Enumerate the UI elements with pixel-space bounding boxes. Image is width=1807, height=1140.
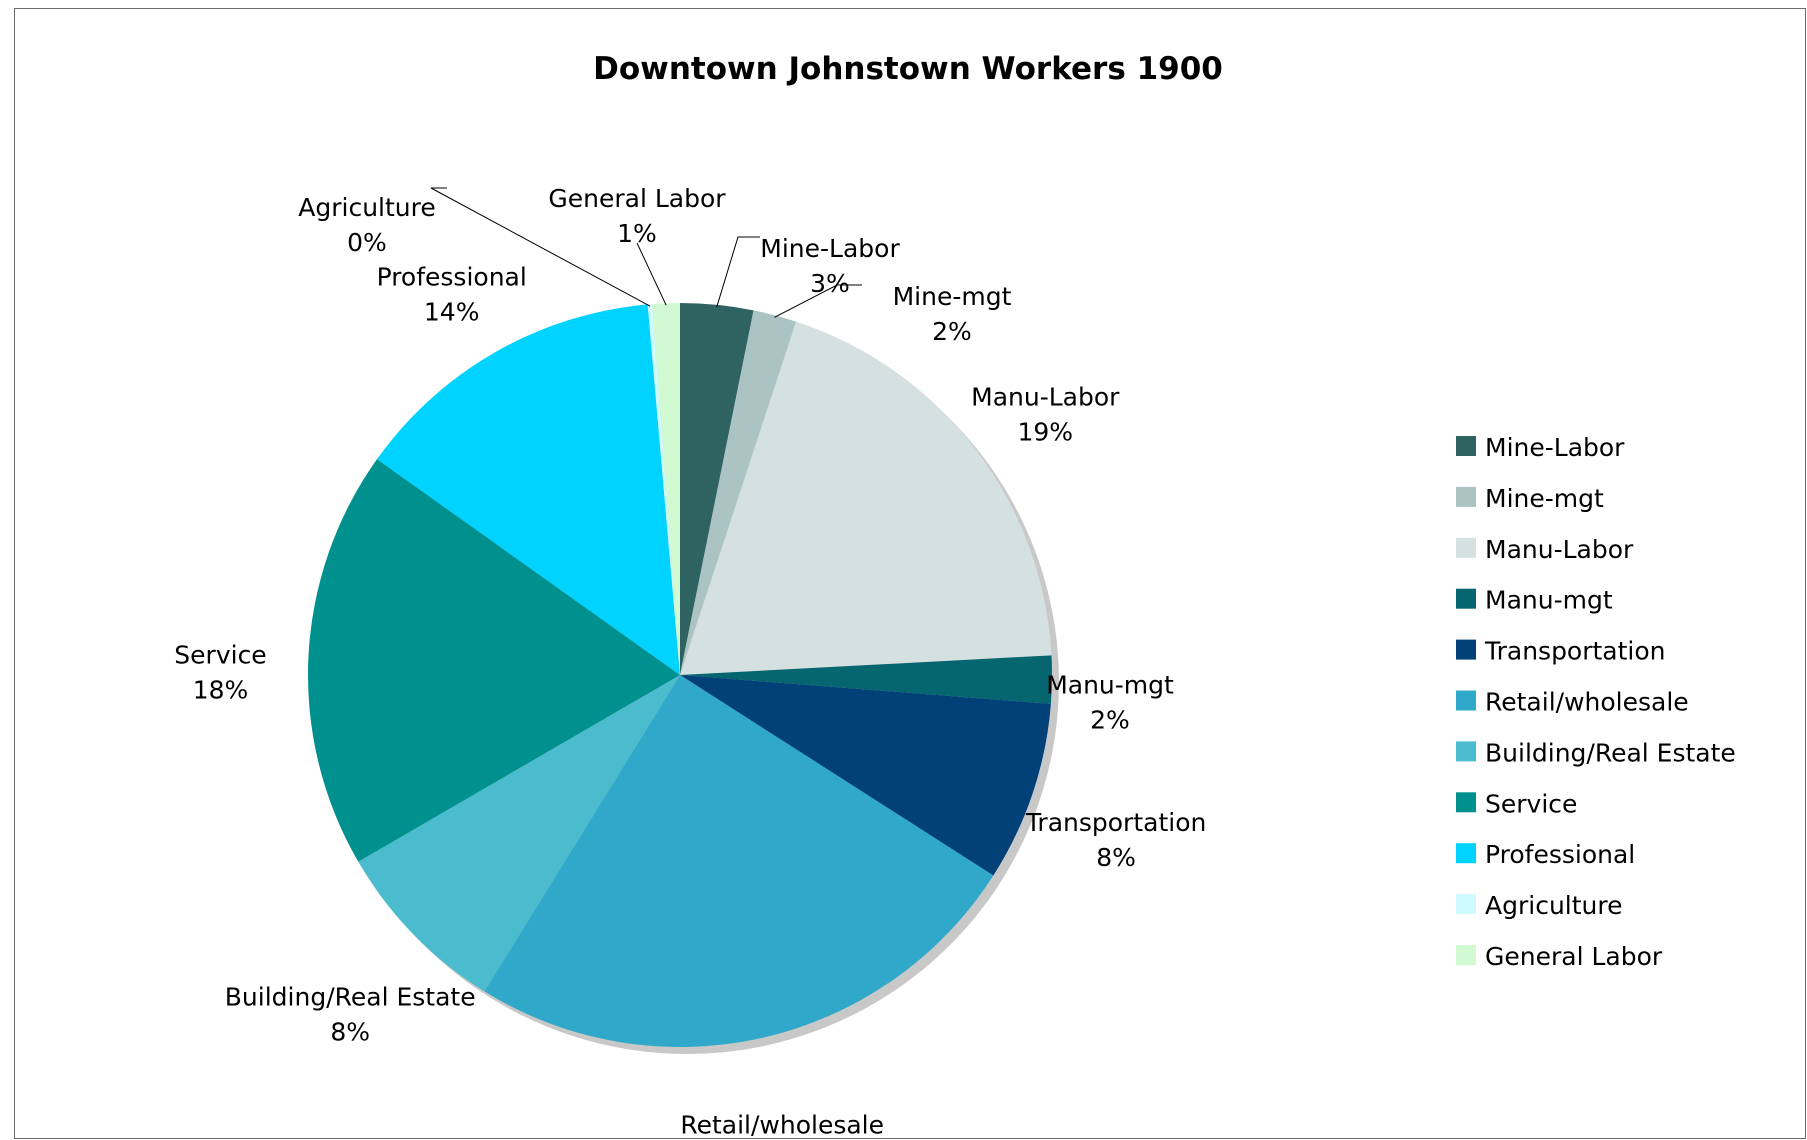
pie-slice-transportation <box>680 675 1051 876</box>
data-labels: Mine-Labor 3% Mine-mgt 2% Manu-Labor 19% Manu-… <box>174 184 1206 1140</box>
legend-swatch-retail-wholesale <box>1456 690 1476 711</box>
pie-slice-building-real-estate <box>358 675 680 992</box>
legend-swatch-agriculture <box>1456 894 1476 915</box>
legend-swatch-general-labor <box>1456 945 1476 965</box>
pie-slice-mine-labor <box>680 303 754 675</box>
chart-title: Downtown Johnstown Workers 1900 <box>593 51 1223 87</box>
data-label-mine-mgt: Mine-mgt 2% <box>893 282 1012 346</box>
legend-label-mine-labor: Mine-Labor <box>1485 433 1625 462</box>
data-label-professional: Professional 14% <box>377 263 527 327</box>
leader-line-agriculture <box>430 187 651 307</box>
data-label-agriculture: Agriculture 0% <box>298 193 436 257</box>
legend-swatch-manu-mgt <box>1456 588 1476 609</box>
legend-swatch-mine-mgt <box>1456 486 1476 507</box>
leader-line-mine-labor <box>716 236 760 307</box>
legend-swatch-transportation <box>1456 639 1476 660</box>
legend-swatch-professional <box>1456 843 1476 864</box>
legend-swatch-manu-labor <box>1456 537 1476 558</box>
legend-label-mine-mgt: Mine-mgt <box>1485 484 1604 513</box>
pie-slice-service <box>307 459 680 862</box>
pie-slice-agriculture <box>647 304 680 675</box>
data-label-manu-labor: Manu-Labor 19% <box>971 382 1120 446</box>
data-label-service: Service 18% <box>174 641 266 705</box>
legend-label-retail-wholesale: Retail/wholesale <box>1485 688 1689 717</box>
leader-line-general-labor <box>636 242 667 306</box>
legend-label-professional: Professional <box>1485 840 1635 869</box>
data-label-manu-mgt: Manu-mgt 2% <box>1046 671 1174 735</box>
legend-swatch-service <box>1456 792 1476 813</box>
leader-lines <box>430 187 862 318</box>
data-label-building-real-estate: Building/Real Estate 8% <box>225 983 476 1047</box>
legend-label-building-real-estate: Building/Real Estate <box>1485 738 1736 767</box>
pie-slice-retail-wholesale <box>484 675 994 1047</box>
legend: Mine-Labor Mine-mgt Manu-Labor Manu-mgt Tran… <box>1456 433 1736 971</box>
legend-label-general-labor: General Labor <box>1485 942 1663 971</box>
legend-label-manu-mgt: Manu-mgt <box>1485 586 1613 615</box>
pie-slice-manu-mgt <box>680 655 1053 704</box>
pie-slice-general-labor <box>652 303 680 675</box>
legend-swatch-building-real-estate <box>1456 741 1476 762</box>
leader-line-mine-mgt <box>774 284 862 318</box>
data-label-retail-wholesale: Retail/wholesale25% <box>680 1111 884 1140</box>
pie-slice-professional <box>377 304 680 675</box>
legend-label-manu-labor: Manu-Labor <box>1485 535 1634 564</box>
data-label-transportation: Transportation 8% <box>1025 808 1207 872</box>
legend-label-service: Service <box>1485 789 1577 818</box>
legend-label-agriculture: Agriculture <box>1485 891 1623 920</box>
legend-swatch-mine-labor <box>1456 436 1476 456</box>
pie-slice-manu-labor <box>680 321 1052 675</box>
data-label-general-labor: General Labor 1% <box>548 184 726 248</box>
pie-slices <box>307 303 1053 1047</box>
legend-label-transportation: Transportation <box>1484 637 1666 666</box>
pie-slice-mine-mgt <box>680 310 797 675</box>
data-label-mine-labor: Mine-Labor 3% <box>760 234 900 298</box>
